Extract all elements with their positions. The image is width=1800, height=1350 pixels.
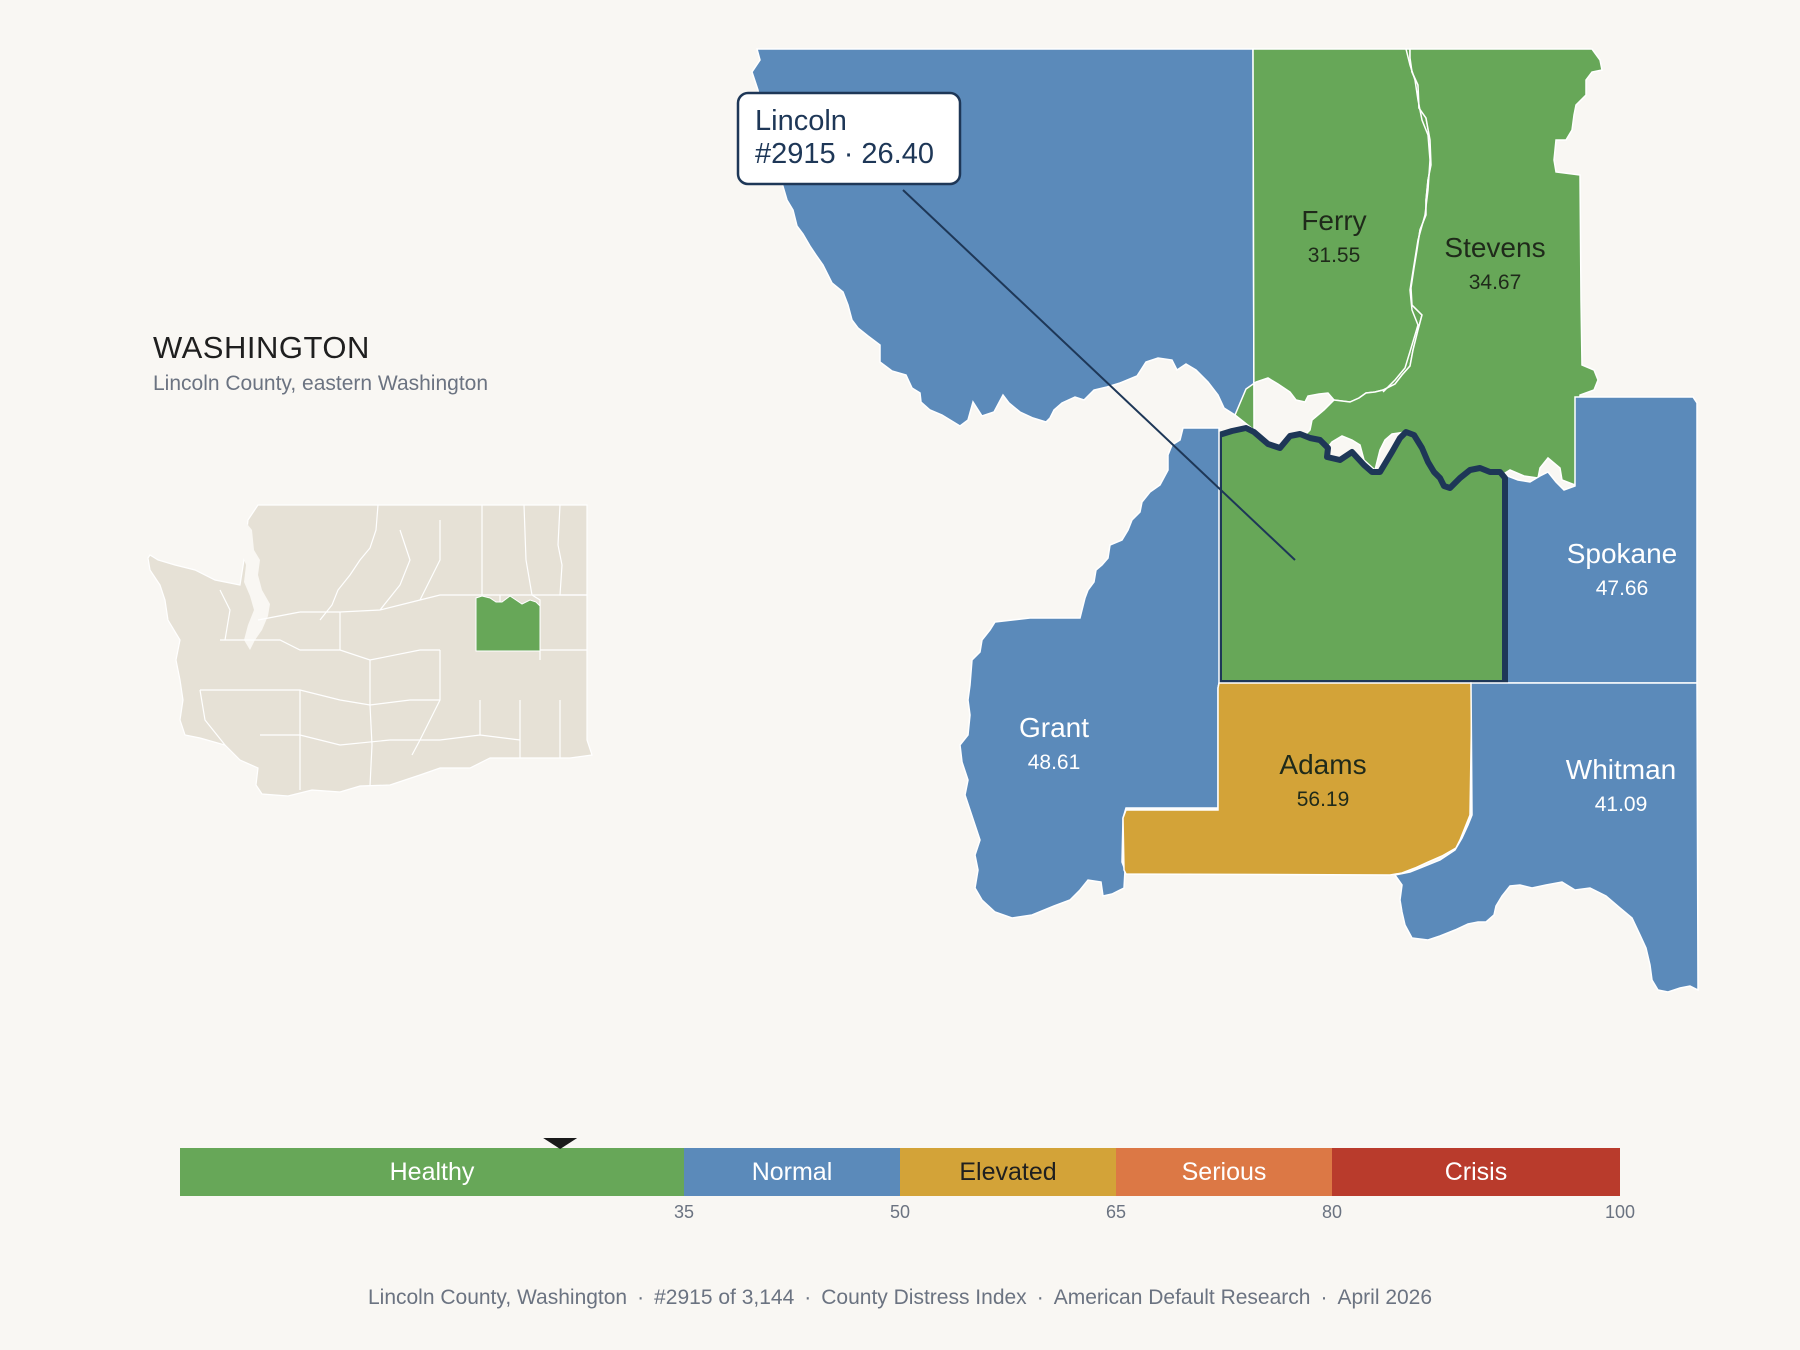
- county-value-stevens: 34.67: [1469, 271, 1522, 294]
- scale-band-label-crisis: Crisis: [1445, 1158, 1508, 1186]
- callout-county-name: Lincoln: [755, 105, 847, 137]
- county-label-ferry: Ferry: [1301, 205, 1366, 236]
- scale-band-crisis: [1332, 1148, 1620, 1196]
- footer-rank: #2915 of 3,144: [654, 1286, 795, 1309]
- county-adams[interactable]: [1122, 682, 1473, 876]
- county-value-grant: 48.61: [1028, 751, 1081, 774]
- scale-tick-label: 65: [1106, 1202, 1126, 1222]
- scale-band-elevated: [900, 1148, 1116, 1196]
- state-subtitle: Lincoln County, eastern Washington: [153, 372, 489, 395]
- scale-marker: [543, 1138, 578, 1149]
- county-label-whitman: Whitman: [1566, 754, 1676, 785]
- county-value-whitman: 41.09: [1595, 793, 1648, 816]
- county-stevens[interactable]: [1299, 48, 1603, 491]
- scale-band-label-healthy: Healthy: [390, 1158, 475, 1186]
- ferry-stevens-border: [1382, 48, 1431, 393]
- footer-source: American Default Research: [1053, 1286, 1311, 1309]
- state-inset-map: [147, 504, 593, 797]
- inset-lincoln-highlight: [475, 595, 541, 652]
- state-title: WASHINGTON: [153, 330, 370, 365]
- county-labels: Ferry 31.55 Stevens 34.67 Spokane 47.66 …: [1019, 205, 1677, 816]
- county-value-spokane: 47.66: [1596, 577, 1649, 600]
- callout-county-detail: #2915 · 26.40: [755, 138, 934, 170]
- state-outline: [147, 504, 593, 797]
- footer-index: County Distress Index: [821, 1286, 1027, 1309]
- footer-separator: ·: [1320, 1286, 1328, 1309]
- scale-tick-label: 100: [1605, 1202, 1635, 1222]
- footer-separator: ·: [804, 1286, 812, 1309]
- county-lincoln[interactable]: [1216, 425, 1508, 686]
- scale-band-serious: [1116, 1148, 1332, 1196]
- scale-tick-label: 50: [890, 1202, 910, 1222]
- distress-scale: Healthy Normal Elevated Serious Crisis 35 50 65…: [180, 1138, 1635, 1222]
- scale-band-healthy: [180, 1148, 684, 1196]
- county-map: Ferry 31.55 Stevens 34.67 Spokane 47.66 …: [736, 48, 1699, 993]
- county-label-stevens: Stevens: [1444, 232, 1545, 263]
- county-value-adams: 56.19: [1297, 788, 1350, 811]
- footer-date: April 2026: [1337, 1286, 1433, 1309]
- county-grant[interactable]: [959, 427, 1220, 919]
- footer-separator: ·: [637, 1286, 645, 1309]
- county-label-grant: Grant: [1019, 712, 1089, 743]
- scale-tick-label: 35: [674, 1202, 694, 1222]
- county-value-ferry: 31.55: [1308, 244, 1361, 267]
- county-label-adams: Adams: [1279, 749, 1366, 780]
- county-spokane[interactable]: [1504, 396, 1698, 684]
- scale-band-label-elevated: Elevated: [959, 1158, 1056, 1186]
- county-whitman[interactable]: [1393, 682, 1699, 993]
- scale-band-label-serious: Serious: [1182, 1158, 1267, 1186]
- scale-band-normal: [684, 1148, 900, 1196]
- puget-sound: [240, 520, 270, 650]
- callout-leader-line: [902, 189, 1296, 561]
- footer: Lincoln County, Washington · #2915 of 3,14…: [0, 1286, 1800, 1310]
- county-label-spokane: Spokane: [1567, 538, 1678, 569]
- county-callout: Lincoln #2915 · 26.40: [736, 91, 962, 186]
- footer-separator: ·: [1036, 1286, 1044, 1309]
- callout-box: [736, 91, 962, 186]
- scale-tick-label: 80: [1322, 1202, 1342, 1222]
- scale-band-label-normal: Normal: [752, 1158, 833, 1186]
- footer-county: Lincoln County, Washington: [367, 1286, 628, 1309]
